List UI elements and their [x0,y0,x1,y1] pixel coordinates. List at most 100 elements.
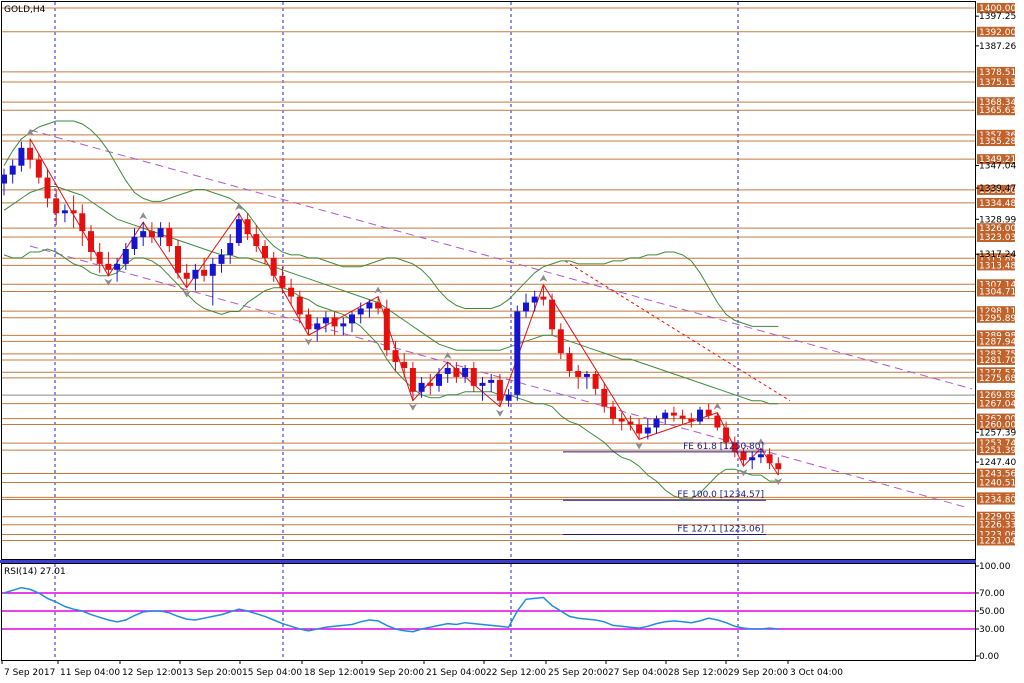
candle-body [705,409,712,416]
rsi-tick-label: 50.00 [979,607,1005,617]
candle-body [235,219,242,244]
candle-body [218,254,225,264]
price-level-label-bg [977,312,1015,323]
time-tick-label: 28 Sep 12:00 [668,668,728,678]
candle-body [383,308,390,351]
time-tick-label: 3 Oct 04:00 [790,668,843,678]
candle-body [70,210,77,214]
price-level-label: 1375.13 [979,78,1016,88]
rsi-tick-label: 0.00 [979,652,999,662]
candle-body [296,296,303,315]
fractal-up-marker [26,128,35,136]
price-level-label: 1326.00 [979,224,1016,234]
price-level-label: 1313.48 [979,261,1016,271]
price-level-label: 1357.36 [979,131,1016,141]
candle-body [688,418,695,422]
candle-body [749,457,756,461]
price-tick-label: 1247.40 [979,458,1016,468]
fractal-down-marker [495,409,504,417]
price-level-label-bg [977,105,1015,116]
fractal-down-marker [104,278,113,286]
candle-body [305,314,312,330]
price-level-label: 1287.94 [979,337,1016,347]
candle-body [375,302,382,309]
candlesticks [1,138,782,476]
candle-body [53,198,60,214]
fractal-down-marker [739,469,748,477]
price-level-label-bg [977,336,1015,347]
candle-body [488,379,495,383]
candle-body [618,418,625,422]
candle-body [775,463,782,470]
price-level-label-bg [977,348,1015,359]
price-level-label: 1253.74 [979,439,1016,449]
candle-body [514,311,521,395]
candle-body [523,302,529,312]
price-tick-label: 1347.04 [979,162,1016,172]
channel-lower-line [29,245,969,509]
price-level-label: 1226.33 [979,521,1016,531]
price-level-label: 1283.75 [979,350,1016,360]
price-level-label: 1251.39 [979,446,1016,456]
fibonacci-expansion: FE 61.8 [1250.80] FE 100.0 [1234.57] FE 12… [563,442,766,535]
candle-body [644,427,651,434]
rsi-label: RSI(14) 27.01 [4,567,66,577]
price-level-label-bg [977,390,1015,401]
fe-trend-line [564,260,791,402]
fractal-up-marker [539,274,548,282]
fractal-down-marker [304,338,313,346]
candle-body [209,263,216,276]
price-level-label-bg [977,76,1015,87]
rsi-axis: 100.00 70.00 50.00 30.00 0.00 [975,562,1011,662]
candle-body [731,442,738,452]
price-level-label-bg [977,419,1015,430]
price-levels [2,7,975,541]
symbol-label: GOLD,H4 [4,5,46,15]
candle-body [531,296,538,303]
price-level-label: 1304.71 [979,288,1016,298]
candle-body [262,246,268,258]
candle-body [740,451,747,461]
fractal-up-marker [374,286,383,294]
candle-body [96,251,103,264]
candle-body [444,368,451,374]
price-level-label-bg [977,2,1015,13]
candle-body [279,275,286,288]
price-level-label-bg [977,519,1015,530]
candle-body [505,394,512,401]
price-level-label: 1365.63 [979,106,1016,116]
price-level-label: 1315.88 [979,254,1016,264]
candle-body [253,234,260,247]
candle-body [79,213,86,232]
price-level-label-bg [977,354,1015,365]
time-tick-label: 19 Sep 20:00 [364,668,424,678]
bb-middle-band [3,186,779,405]
price-level-label: 1289.98 [979,331,1016,341]
fe-level-label: FE 127.1 [1223.06] [677,524,764,534]
price-level-label-bg [977,184,1015,195]
candle-body [496,379,503,401]
candle-body [157,228,164,238]
candle-body [131,237,138,249]
candle-body [462,368,469,377]
candle-body [349,314,355,324]
rsi-line [3,586,779,633]
price-tick-label: 1328.99 [979,215,1016,225]
candle-body [166,228,173,247]
candle-body [427,382,434,386]
candle-body [27,147,34,160]
fractal-up-marker [234,203,243,211]
candle-body [757,454,764,458]
main-chart-frame [1,1,976,560]
price-level-label: 1392.00 [979,28,1016,38]
rsi-panel-frame [1,563,976,661]
panel-separator [0,560,976,563]
candle-body [122,248,129,264]
candle-body [766,454,773,464]
time-tick-label: 12 Sep 12:00 [122,668,182,678]
candle-body [575,370,582,377]
price-level-label-bg [977,197,1015,208]
rsi-tick-label: 30.00 [979,625,1005,635]
